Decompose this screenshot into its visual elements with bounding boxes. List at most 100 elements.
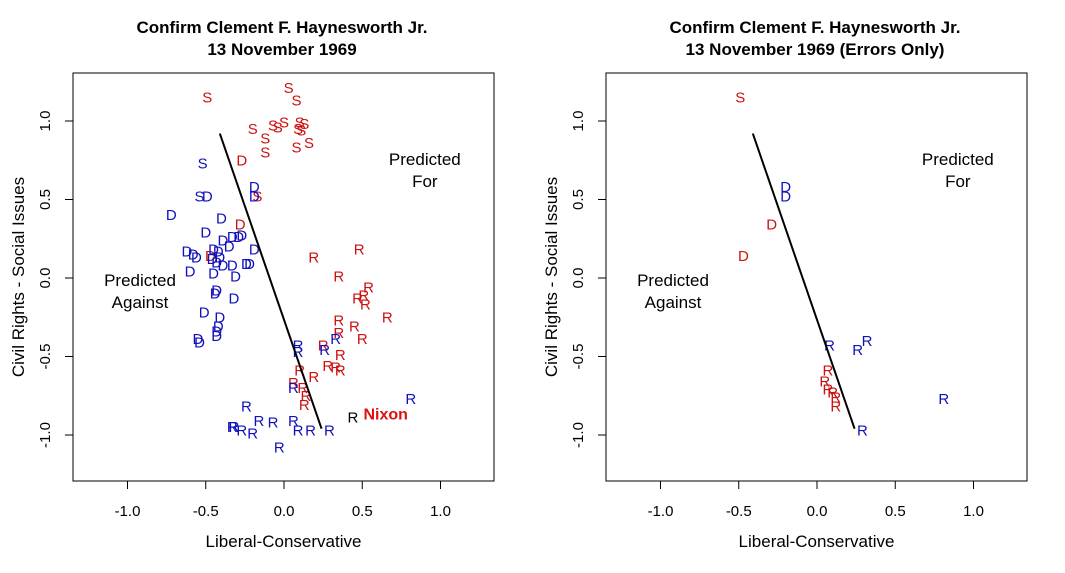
data-point-r: R (852, 342, 863, 359)
x-tick-label: 0.5 (352, 503, 373, 520)
data-point-r: R (357, 331, 368, 348)
data-point-d: D (233, 229, 244, 246)
annotation-predicted: Predicted (922, 150, 994, 169)
data-point-d: D (200, 224, 211, 241)
data-point-d: D (218, 232, 229, 249)
chart-title: Confirm Clement F. Haynesworth Jr. (670, 18, 961, 37)
y-tick-label: 1.0 (570, 111, 587, 132)
data-point-d: D (241, 256, 252, 273)
data-point-r: R (360, 297, 371, 314)
series-democrat-voting-yes: DD (780, 179, 791, 205)
annotation-against: Against (112, 293, 169, 312)
data-point-d: D (236, 228, 247, 245)
data-point-d: D (166, 207, 177, 224)
series-southern-democrat-voting-no: S (735, 89, 745, 106)
data-point-d: D (185, 264, 196, 281)
data-point-d: D (213, 319, 224, 336)
data-point-r: R (830, 399, 841, 416)
x-tick-label: -1.0 (648, 503, 674, 520)
y-tick-label: -1.0 (570, 422, 587, 448)
data-point-d: D (230, 268, 241, 285)
data-point-s: S (735, 89, 745, 106)
data-point-r: R (324, 422, 335, 439)
x-tick-label: 1.0 (963, 503, 984, 520)
data-point-d: D (182, 243, 193, 260)
data-point-r: R (354, 242, 365, 259)
data-point-d: D (249, 179, 260, 196)
series-southern-democrat-voting-yes: SS (194, 155, 207, 205)
data-point-r: R (382, 309, 393, 326)
data-point-s: S (299, 116, 309, 133)
left-panel-scatter-plot: Confirm Clement F. Haynesworth Jr. 13 Nov… (9, 18, 495, 551)
data-point-d: D (208, 242, 219, 259)
annotation-predicted: Predicted (637, 271, 709, 290)
data-point-s: S (268, 118, 278, 135)
data-point-r: R (938, 391, 949, 408)
data-point-d: D (224, 239, 235, 256)
y-tick-label: -0.5 (570, 344, 587, 370)
data-point-r: R (236, 422, 247, 439)
data-point-r: R (347, 410, 358, 427)
data-point-r: R (333, 312, 344, 329)
data-point-r: R (819, 374, 830, 391)
data-point-d: D (213, 243, 224, 260)
data-point-s: S (295, 115, 305, 132)
data-point-r: R (333, 325, 344, 342)
chart-subtitle: 13 November 1969 (Errors Only) (686, 40, 945, 59)
x-tick-label: 0.5 (885, 503, 906, 520)
data-point-d: D (191, 250, 202, 267)
data-point-d: D (211, 328, 222, 345)
data-point-s: S (252, 188, 262, 205)
data-point-r: R (228, 419, 239, 436)
data-point-d: D (235, 217, 246, 234)
data-point-r: R (405, 391, 416, 408)
data-point-s: S (260, 144, 270, 161)
data-point-s: S (248, 121, 258, 138)
x-tick-label: -0.5 (726, 503, 752, 520)
data-point-r: R (862, 333, 873, 350)
data-point-r: R (352, 290, 363, 307)
data-point-r: R (823, 363, 834, 380)
data-point-r: R (318, 338, 329, 355)
data-point-d: D (214, 309, 225, 326)
data-point-s: S (304, 135, 314, 152)
data-point-d: D (228, 290, 239, 307)
y-tick-label: 0.0 (570, 268, 587, 289)
x-axis-label: Liberal-Conservative (206, 532, 362, 551)
data-point-r: R (293, 338, 304, 355)
data-point-s: S (284, 80, 294, 97)
data-point-r: R (300, 388, 311, 405)
data-point-r: R (288, 380, 299, 397)
data-point-s: S (260, 130, 270, 147)
y-tick-label: -1.0 (37, 422, 54, 448)
data-point-r: R (330, 359, 341, 376)
annotation-for: For (945, 172, 971, 191)
data-point-r: R (823, 381, 834, 398)
data-point-d: D (202, 188, 213, 205)
cutting-line (751, 133, 856, 430)
data-point-r: R (297, 380, 308, 397)
annotation-predicted: Predicted (104, 271, 176, 290)
data-point-s: S (296, 122, 306, 139)
data-point-s: S (194, 188, 204, 205)
right-panel-errors-only-plot: Confirm Clement F. Haynesworth Jr. 13 Nov… (542, 18, 1028, 551)
data-point-d: D (216, 210, 227, 227)
x-tick-label: 0.0 (274, 503, 295, 520)
data-point-r: R (247, 425, 258, 442)
y-tick-label: -0.5 (37, 344, 54, 370)
data-point-r: R (857, 422, 868, 439)
data-point-d: D (207, 251, 218, 268)
chart-title: Confirm Clement F. Haynesworth Jr. (137, 18, 428, 37)
data-point-r: R (254, 413, 265, 430)
data-point-r: R (330, 331, 341, 348)
data-point-r: R (305, 422, 316, 439)
data-point-s: S (202, 89, 212, 106)
annotation-for: For (412, 172, 438, 191)
data-point-r: R (227, 419, 238, 436)
data-point-d: D (194, 334, 205, 351)
x-tick-label: -0.5 (193, 503, 219, 520)
